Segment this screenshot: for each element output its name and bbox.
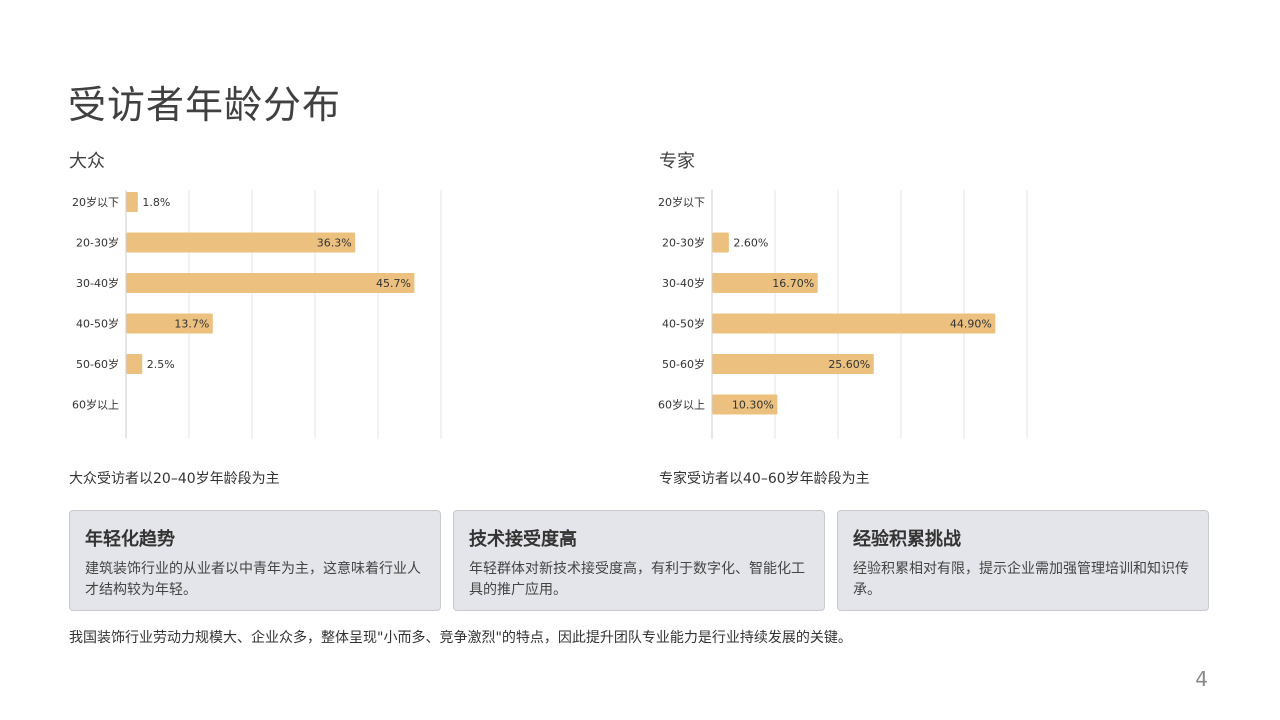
category-label: 20-30岁: [662, 236, 705, 250]
data-label: 10.30%: [732, 399, 774, 412]
insight-card-tech-acceptance: 技术接受度高 年轻群体对新技术接受度高，有利于数字化、智能化工具的推广应用。: [453, 510, 825, 611]
expert-chart-caption: 专家受访者以40–60岁年龄段为主: [659, 471, 870, 487]
card-text: 年轻群体对新技术接受度高，有利于数字化、智能化工具的推广应用。: [469, 561, 805, 598]
data-label: 13.7%: [174, 318, 209, 331]
data-label: 2.60%: [733, 237, 768, 250]
public-age-bar-chart: 0%10%20%30%40%50%20岁以下1.8%20-30岁36.3%30-…: [72, 190, 442, 439]
category-label: 50-60岁: [76, 357, 119, 371]
bar: [712, 232, 729, 253]
card-text: 经验积累相对有限，提示企业需加强管理培训和知识传承。: [853, 561, 1189, 598]
data-label: 45.7%: [376, 277, 411, 290]
card-title: 年轻化趋势: [85, 529, 175, 550]
data-label: 25.60%: [828, 358, 870, 371]
page-number: 4: [1195, 667, 1208, 691]
card-title: 经验积累挑战: [853, 529, 961, 550]
card-text: 建筑装饰行业的从业者以中青年为主，这意味着行业人才结构较为年轻。: [85, 561, 421, 598]
page-title: 受访者年龄分布: [68, 83, 342, 127]
data-label: 16.70%: [772, 277, 814, 290]
bar: [126, 354, 143, 374]
public-chart-label: 大众: [69, 151, 105, 172]
data-label: 44.90%: [950, 318, 992, 331]
expert-chart-label: 专家: [659, 151, 695, 172]
category-label: 20岁以下: [658, 195, 705, 209]
bar: [712, 273, 818, 293]
category-label: 40-50岁: [662, 317, 705, 331]
expert-age-bar-chart: 0%10%20%30%40%50%20岁以下20-30岁2.60%30-40岁1…: [658, 190, 1028, 439]
bar: [126, 192, 138, 212]
data-label: 1.8%: [142, 196, 170, 209]
insight-cards: 年轻化趋势 建筑装饰行业的从业者以中青年为主，这意味着行业人才结构较为年轻。 技…: [69, 510, 1211, 613]
public-chart-caption: 大众受访者以20–40岁年龄段为主: [69, 471, 280, 487]
bar: [712, 394, 778, 415]
category-label: 40-50岁: [76, 317, 119, 331]
category-label: 60岁以上: [658, 398, 705, 412]
category-label: 30-40岁: [76, 276, 119, 290]
bar: [126, 273, 415, 293]
insight-card-experience-challenge: 经验积累挑战 经验积累相对有限，提示企业需加强管理培训和知识传承。: [837, 510, 1209, 611]
category-label: 60岁以上: [72, 398, 119, 412]
data-label: 36.3%: [317, 237, 352, 250]
data-label: 2.5%: [147, 358, 175, 371]
bar: [126, 232, 356, 253]
category-label: 30-40岁: [662, 276, 705, 290]
bar: [712, 313, 996, 334]
bar: [712, 354, 874, 374]
category-label: 50-60岁: [662, 357, 705, 371]
footer-note: 我国装饰行业劳动力规模大、企业众多，整体呈现"小而多、竞争激烈"的特点，因此提升…: [69, 630, 852, 646]
insight-card-youth-trend: 年轻化趋势 建筑装饰行业的从业者以中青年为主，这意味着行业人才结构较为年轻。: [69, 510, 441, 611]
bar: [126, 313, 213, 334]
category-label: 20-30岁: [76, 236, 119, 250]
card-title: 技术接受度高: [469, 529, 577, 550]
category-label: 20岁以下: [72, 195, 119, 209]
